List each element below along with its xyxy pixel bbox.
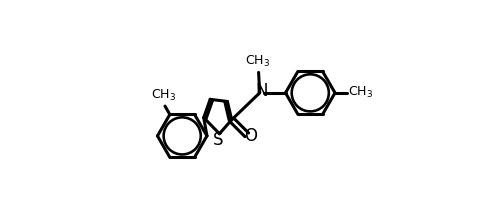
Text: CH$_3$: CH$_3$: [348, 85, 373, 100]
Text: O: O: [244, 127, 257, 145]
Text: CH$_3$: CH$_3$: [245, 54, 270, 69]
Text: N: N: [256, 82, 268, 100]
Text: CH$_3$: CH$_3$: [152, 88, 176, 103]
Text: S: S: [213, 131, 224, 149]
